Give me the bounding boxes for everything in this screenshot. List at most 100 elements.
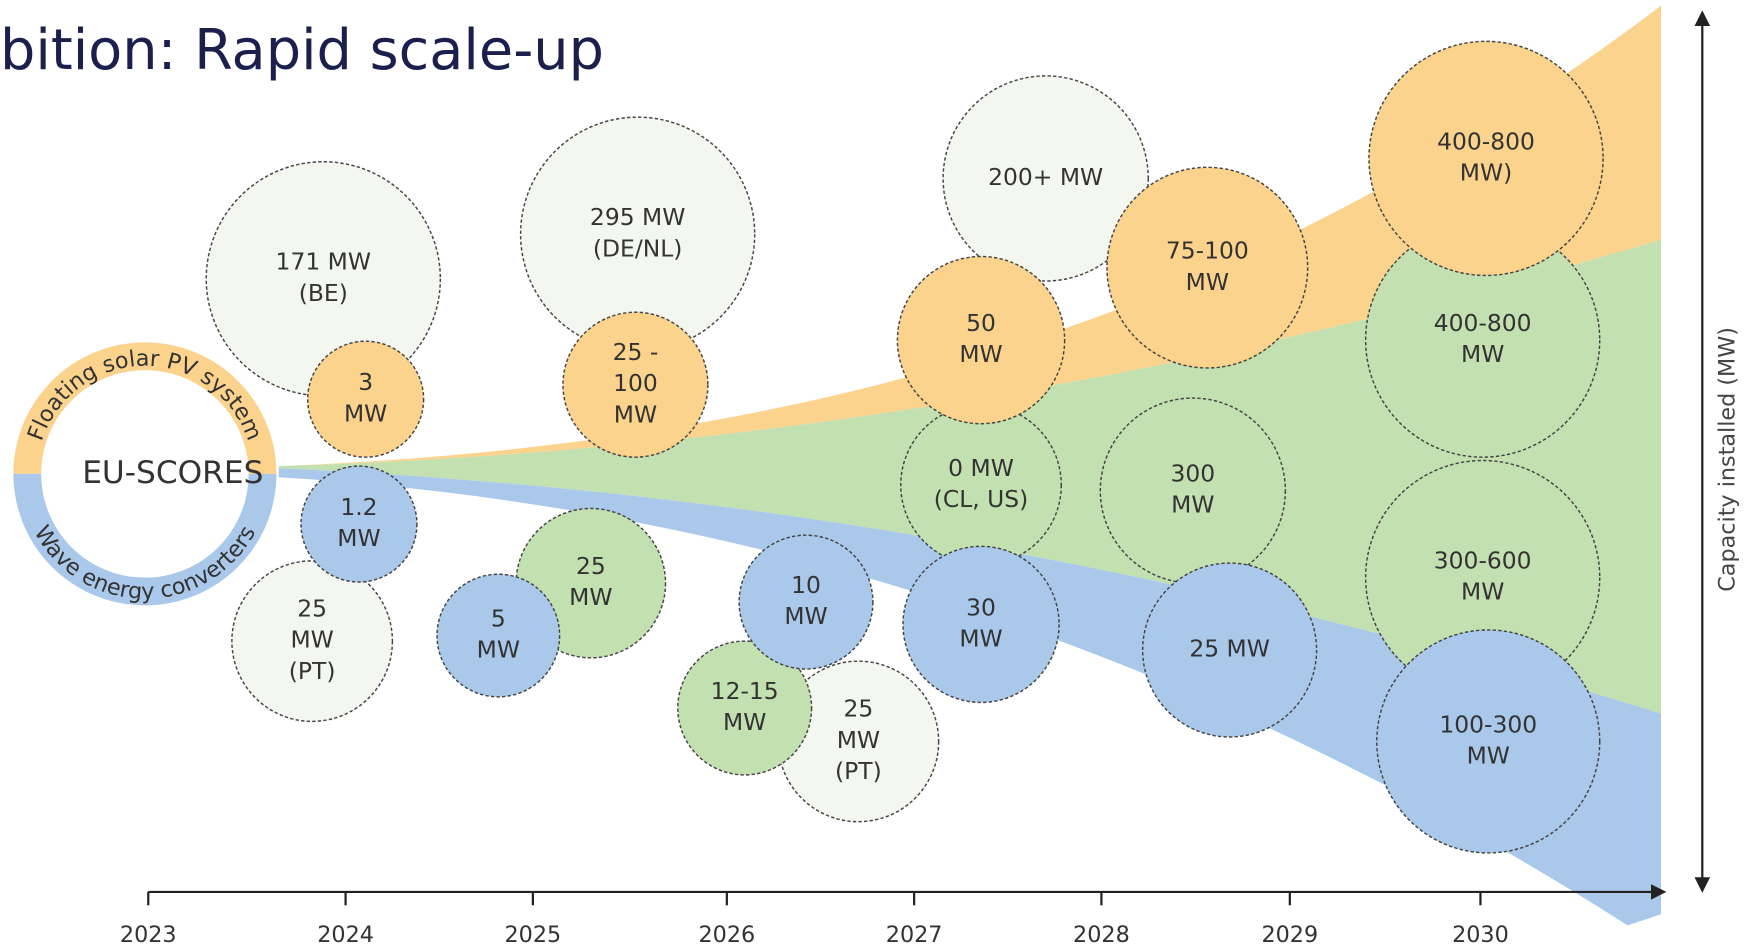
node-line: 1.2	[340, 493, 377, 521]
node-circle	[231, 560, 394, 723]
node-label: 75-100 MW	[1166, 237, 1249, 296]
node-line: 295 MW	[590, 203, 685, 231]
node-label: 300-600 MW	[1434, 546, 1532, 605]
node: 75-100 MW	[1106, 166, 1309, 369]
node-label: 50 MW	[959, 309, 1002, 368]
tick-label: 2026	[698, 922, 755, 948]
node-label: 25 - 100 MW	[613, 338, 659, 428]
node: 300-600 MW	[1364, 459, 1601, 696]
node: 25 MW	[1141, 562, 1318, 738]
node-line: 300	[1170, 460, 1215, 488]
node-line: MW	[344, 399, 387, 427]
tick-label: 2028	[1073, 922, 1130, 948]
node-circle	[896, 255, 1066, 425]
node-line: 100-300	[1439, 710, 1537, 738]
node-label: 30 MW	[959, 593, 1002, 652]
node-label: 400-800 MW	[1434, 309, 1532, 368]
ticks: 2023 2024 2025 2026 2027 2028 2029 2030	[120, 891, 1509, 948]
node-circle	[738, 534, 874, 670]
node: 295 MW (DE/NL)	[519, 116, 756, 352]
node-line: MW)	[1460, 159, 1512, 187]
node-line: 10	[791, 571, 821, 599]
node-line: 30	[966, 593, 996, 621]
node-line: 400-800	[1437, 127, 1535, 155]
node-circle	[300, 465, 418, 583]
node-label: 25 MW	[1189, 635, 1270, 663]
node-line: MW	[723, 708, 766, 736]
node-circle	[902, 545, 1060, 704]
node-line: MW	[1461, 578, 1504, 606]
tick-label: 2023	[120, 922, 177, 948]
node-line: 400-800	[1434, 309, 1532, 337]
node-line: MW	[959, 624, 1002, 652]
node: 25 - 100 MW	[562, 311, 709, 458]
node-circle	[1106, 166, 1309, 369]
node-label: 25 MW (PT)	[289, 594, 336, 684]
center-label: EU-SCORES	[82, 455, 263, 491]
node-circle	[1364, 222, 1601, 458]
node-line: (CL, US)	[934, 485, 1029, 513]
node-line: (DE/NL)	[593, 234, 683, 262]
node-circle	[436, 573, 561, 698]
title: bition: Rapid scale-up	[0, 18, 604, 83]
node-line: 100	[613, 369, 658, 397]
node-line: 25	[843, 695, 873, 723]
ring-bottom	[13, 473, 277, 606]
axis-label: Capacity installed (MW)	[1715, 327, 1741, 592]
node: 100-300 MW	[1376, 629, 1601, 854]
node-label: 25 MW	[569, 552, 612, 611]
node-line: 50	[966, 309, 996, 337]
node-line: 25 MW	[1189, 635, 1270, 663]
node-line: 75-100	[1166, 237, 1249, 265]
node-label: 5 MW	[477, 604, 520, 663]
node-circle	[519, 116, 756, 352]
node-line: 25	[297, 594, 327, 622]
node-label: 400-800 MW)	[1437, 127, 1535, 186]
node-label: 25 MW (PT)	[835, 695, 882, 785]
node-label: 300 MW	[1170, 460, 1215, 519]
node-line: 300-600	[1434, 546, 1532, 574]
node-circle	[1364, 459, 1601, 696]
node: 200+ MW	[942, 75, 1149, 282]
tick-label: 2030	[1452, 922, 1509, 948]
node-circle	[306, 340, 425, 458]
node-circle	[1141, 562, 1318, 738]
node: 12-15 MW	[677, 640, 813, 776]
node-line: MW	[784, 602, 827, 630]
node-line: MW	[569, 583, 612, 611]
tick-label: 2027	[886, 922, 943, 948]
node-line: MW	[337, 524, 380, 552]
node-line: (BE)	[299, 279, 348, 307]
node: 300 MW	[1099, 397, 1287, 584]
node: 5 MW	[436, 573, 561, 698]
node-label: 295 MW (DE/NL)	[590, 203, 685, 262]
node-label: 10 MW	[784, 571, 827, 630]
node-label: 100-300 MW	[1439, 710, 1537, 769]
node-label: 3 MW	[344, 368, 387, 427]
tick-label: 2024	[317, 922, 374, 948]
tick-label: 2025	[505, 922, 562, 948]
node-line: MW	[1171, 491, 1214, 519]
node-line: MW	[1461, 340, 1504, 368]
node: 50 MW	[896, 255, 1066, 425]
node-circle	[562, 311, 709, 458]
node: 171 MW (BE)	[205, 161, 442, 397]
node: 0 MW (CL, US)	[900, 404, 1063, 567]
node-line: MW	[614, 400, 657, 428]
node-line: MW	[290, 626, 333, 654]
node: 400-800 MW	[1364, 222, 1601, 458]
node-line: MW	[1467, 742, 1510, 770]
node: 10 MW	[738, 534, 874, 670]
node-line: MW	[837, 726, 880, 754]
node: 400-800 MW)	[1368, 40, 1604, 277]
node-line: 0 MW	[948, 454, 1014, 482]
node-line: MW	[1186, 268, 1229, 296]
node-line: (PT)	[835, 757, 882, 785]
node-label: 1.2 MW	[337, 493, 380, 552]
node-line: (PT)	[289, 657, 336, 685]
node-label: 12-15 MW	[711, 677, 779, 736]
node-label: 200+ MW	[988, 163, 1103, 191]
